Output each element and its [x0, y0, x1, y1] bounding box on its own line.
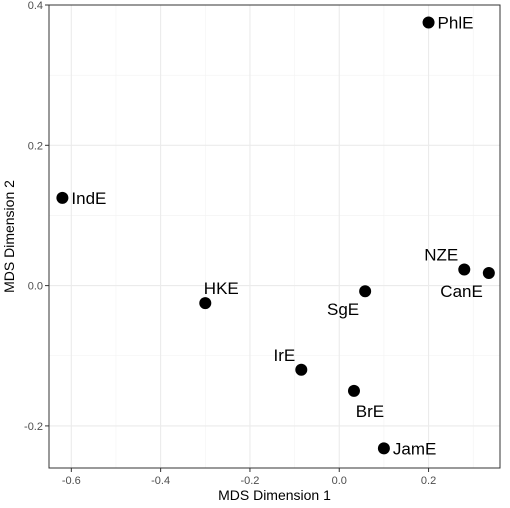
grid-major	[49, 4, 500, 468]
data-point-label: JamE	[393, 439, 436, 458]
data-point-labels: PhlE IndE NZE CanE HKE SgE IrE BrE JamE	[71, 14, 482, 459]
x-tick-label: 0.2	[421, 475, 436, 487]
axis-ticks	[45, 4, 430, 472]
data-point	[56, 191, 69, 204]
x-axis-title: MDS Dimension 1	[218, 487, 331, 503]
data-point-label: HKE	[204, 279, 239, 298]
x-tick-label: 0.0	[332, 475, 347, 487]
data-point	[199, 297, 212, 310]
data-point	[458, 263, 471, 276]
data-point	[422, 16, 435, 29]
data-point-label: NZE	[424, 245, 458, 264]
data-point	[295, 363, 308, 376]
grid-minor	[49, 5, 500, 468]
axis-tick-labels: -0.6 -0.4 -0.2 0.0 0.2 -0.2 0.0 0.2 0.4	[24, 0, 436, 487]
data-point-label: SgE	[327, 300, 359, 319]
data-point	[359, 285, 372, 298]
y-tick-label: 0.0	[28, 281, 43, 293]
y-tick-label: 0.4	[28, 0, 43, 12]
data-point	[482, 266, 495, 279]
data-point	[347, 384, 360, 397]
y-tick-label: -0.2	[24, 421, 43, 433]
data-point-label: IrE	[274, 346, 296, 365]
data-point-label: PhlE	[438, 14, 474, 33]
data-points	[56, 16, 495, 455]
x-tick-label: -0.6	[62, 475, 81, 487]
y-tick-label: 0.2	[28, 140, 43, 152]
data-point	[377, 442, 390, 455]
y-axis-title: MDS Dimension 2	[1, 180, 17, 293]
data-point-label: BrE	[356, 402, 384, 421]
data-point-label: IndE	[71, 189, 106, 208]
x-tick-label: -0.2	[240, 475, 259, 487]
plot-panel-border	[48, 4, 501, 469]
data-point-label: CanE	[440, 282, 483, 301]
x-tick-label: -0.4	[151, 475, 170, 487]
